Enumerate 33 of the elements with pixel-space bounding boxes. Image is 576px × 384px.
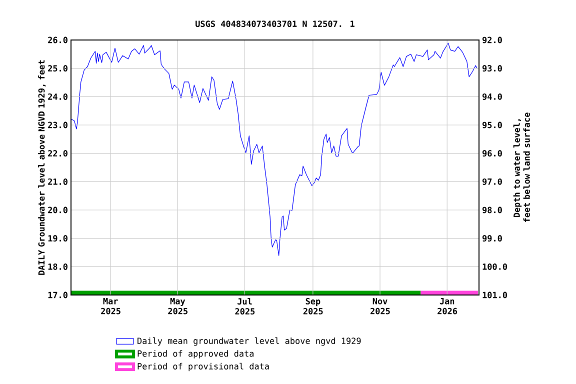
y2-tick-label: 100.0 [482, 263, 508, 270]
legend-label: Period of provisional data [138, 362, 269, 372]
y2-axis-title: Depth to water level, feet below land surface [513, 112, 530, 222]
y-tick-label: 19.0 [48, 235, 68, 242]
y-tick-label: 26.0 [48, 36, 68, 44]
x-tick-label: Nov 2025 [370, 298, 390, 314]
y-tick-label: 20.0 [48, 206, 68, 214]
x-tick-label: May 2025 [168, 298, 188, 314]
x-tick-label: Sep 2025 [303, 298, 323, 314]
y2-tick-label: 97.0 [482, 178, 502, 185]
y-tick-label: 21.0 [48, 178, 68, 185]
y-tick-label: 22.0 [48, 150, 68, 157]
y2-tick-label: 96.0 [482, 150, 502, 157]
legend-label: Daily mean groundwater level above ngvd 1929 [138, 337, 361, 346]
x-tick-label: Jul 2025 [235, 298, 255, 315]
line-series [71, 42, 478, 256]
y-axis-title: DAILY Groundwater level above NGVD 1929, feet [38, 60, 46, 275]
x-tick-label: Jan 2026 [438, 298, 458, 314]
y-tick-label: 25.0 [48, 65, 68, 72]
y-tick-label: 23.0 [48, 122, 68, 128]
chart-title: USGS 404834073403701 N 12507. 1 [196, 20, 354, 28]
y-tick-label: 24.0 [48, 93, 68, 100]
y2-tick-label: 101.0 [482, 292, 508, 298]
y2-tick-label: 98.0 [482, 206, 502, 214]
legend-label: Period of approved data [138, 350, 254, 358]
y2-tick-label: 94.0 [482, 93, 502, 100]
y-tick-label: 17.0 [48, 292, 68, 298]
y2-tick-label: 95.0 [482, 122, 502, 128]
y2-tick-label: 92.0 [482, 36, 502, 44]
x-tick-label: Mar 2025 [101, 298, 120, 314]
y2-tick-label: 99.0 [482, 235, 502, 242]
y2-tick-label: 93.0 [482, 65, 502, 72]
y-tick-label: 18.0 [48, 263, 68, 270]
